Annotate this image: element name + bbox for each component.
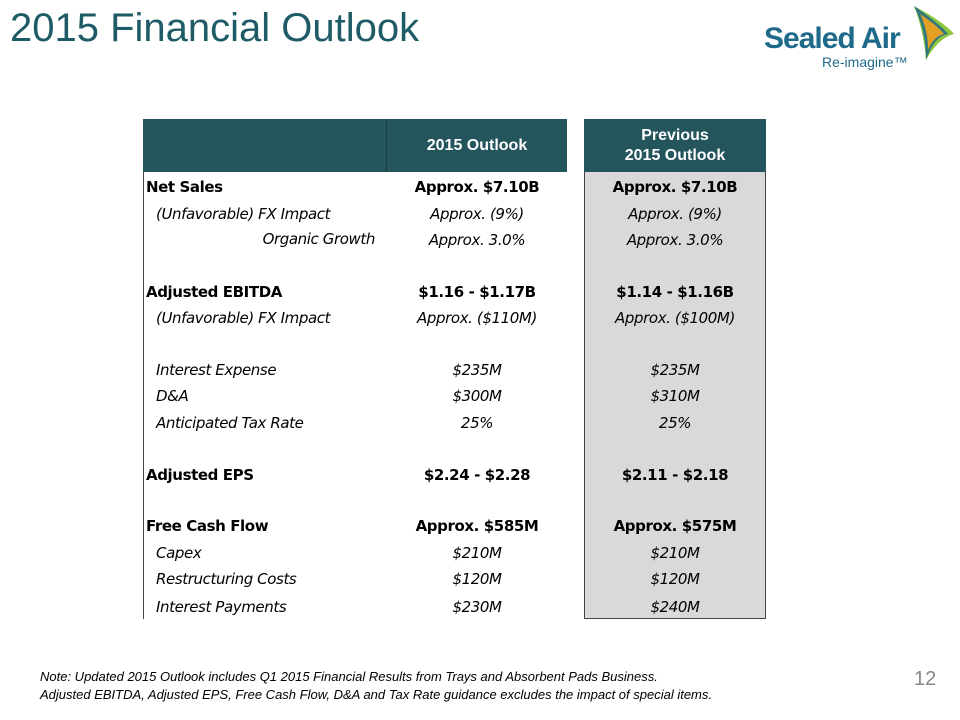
previous-value: Approx. ($100M) xyxy=(615,309,735,327)
footnote-line2: Adjusted EBITDA, Adjusted EPS, Free Cash… xyxy=(40,687,713,702)
current-value: Approx. (9%) xyxy=(430,205,524,223)
previous-value: $120M xyxy=(650,570,700,588)
previous-value: $2.11 - $2.18 xyxy=(621,466,729,484)
current-value: Approx. ($110M) xyxy=(417,309,537,327)
footnote-line1: Note: Updated 2015 Outlook includes Q1 2… xyxy=(40,669,658,684)
previous-value: Approx. $7.10B xyxy=(612,178,738,196)
row-label: Free Cash Flow xyxy=(146,517,269,535)
previous-value: $235M xyxy=(650,361,700,379)
row-label: (Unfavorable) FX Impact xyxy=(156,205,331,223)
page-number: 12 xyxy=(914,668,937,690)
row-label: Adjusted EPS xyxy=(146,466,254,484)
current-value: $1.16 - $1.17B xyxy=(418,283,536,301)
row-label: Adjusted EBITDA xyxy=(146,283,282,301)
previous-value: $210M xyxy=(650,544,700,562)
current-value: $120M xyxy=(452,570,502,588)
row-label: Anticipated Tax Rate xyxy=(156,414,304,432)
header-current-outlook: 2015 Outlook xyxy=(387,119,567,172)
current-value: $230M xyxy=(452,598,502,616)
header-blank xyxy=(143,119,387,172)
logo-tagline: Re-imagine™ xyxy=(822,54,908,70)
current-value: $210M xyxy=(452,544,502,562)
row-label: D&A xyxy=(156,387,189,405)
sealed-air-logo: Sealed Air Re-imagine™ xyxy=(760,4,956,74)
header-previous-outlook: Previous 2015 Outlook xyxy=(584,119,766,172)
current-value: $2.24 - $2.28 xyxy=(423,466,531,484)
previous-value: Approx. (9%) xyxy=(628,205,722,223)
logo-wordmark: Sealed Air xyxy=(764,22,901,55)
sail-icon xyxy=(914,6,954,60)
table-left-border xyxy=(143,172,144,619)
row-label: Net Sales xyxy=(146,178,223,196)
row-label: (Unfavorable) FX Impact xyxy=(156,309,331,327)
row-label: Restructuring Costs xyxy=(156,570,297,588)
previous-value: $1.14 - $1.16B xyxy=(616,283,734,301)
current-value: 25% xyxy=(460,414,494,432)
current-value: Approx. 3.0% xyxy=(428,231,526,249)
header-previous-line1: Previous xyxy=(641,126,709,144)
page-title: 2015 Financial Outlook xyxy=(10,6,420,50)
current-value: $300M xyxy=(452,387,502,405)
row-label: Capex xyxy=(156,544,202,562)
previous-value: $240M xyxy=(650,598,700,616)
previous-value: Approx. $575M xyxy=(613,517,737,535)
previous-value: $310M xyxy=(650,387,700,405)
previous-value: Approx. 3.0% xyxy=(626,231,724,249)
previous-value: 25% xyxy=(658,414,692,432)
current-value: $235M xyxy=(452,361,502,379)
current-value: Approx. $585M xyxy=(415,517,539,535)
row-label: Interest Payments xyxy=(156,598,287,616)
row-label: Interest Expense xyxy=(156,361,277,379)
current-value: Approx. $7.10B xyxy=(414,178,540,196)
header-previous-line2: 2015 Outlook xyxy=(624,146,726,164)
row-label: Organic Growth xyxy=(262,230,376,248)
previous-outlook-panel xyxy=(584,172,766,619)
footnote: Note: Updated 2015 Outlook includes Q1 2… xyxy=(40,668,712,704)
